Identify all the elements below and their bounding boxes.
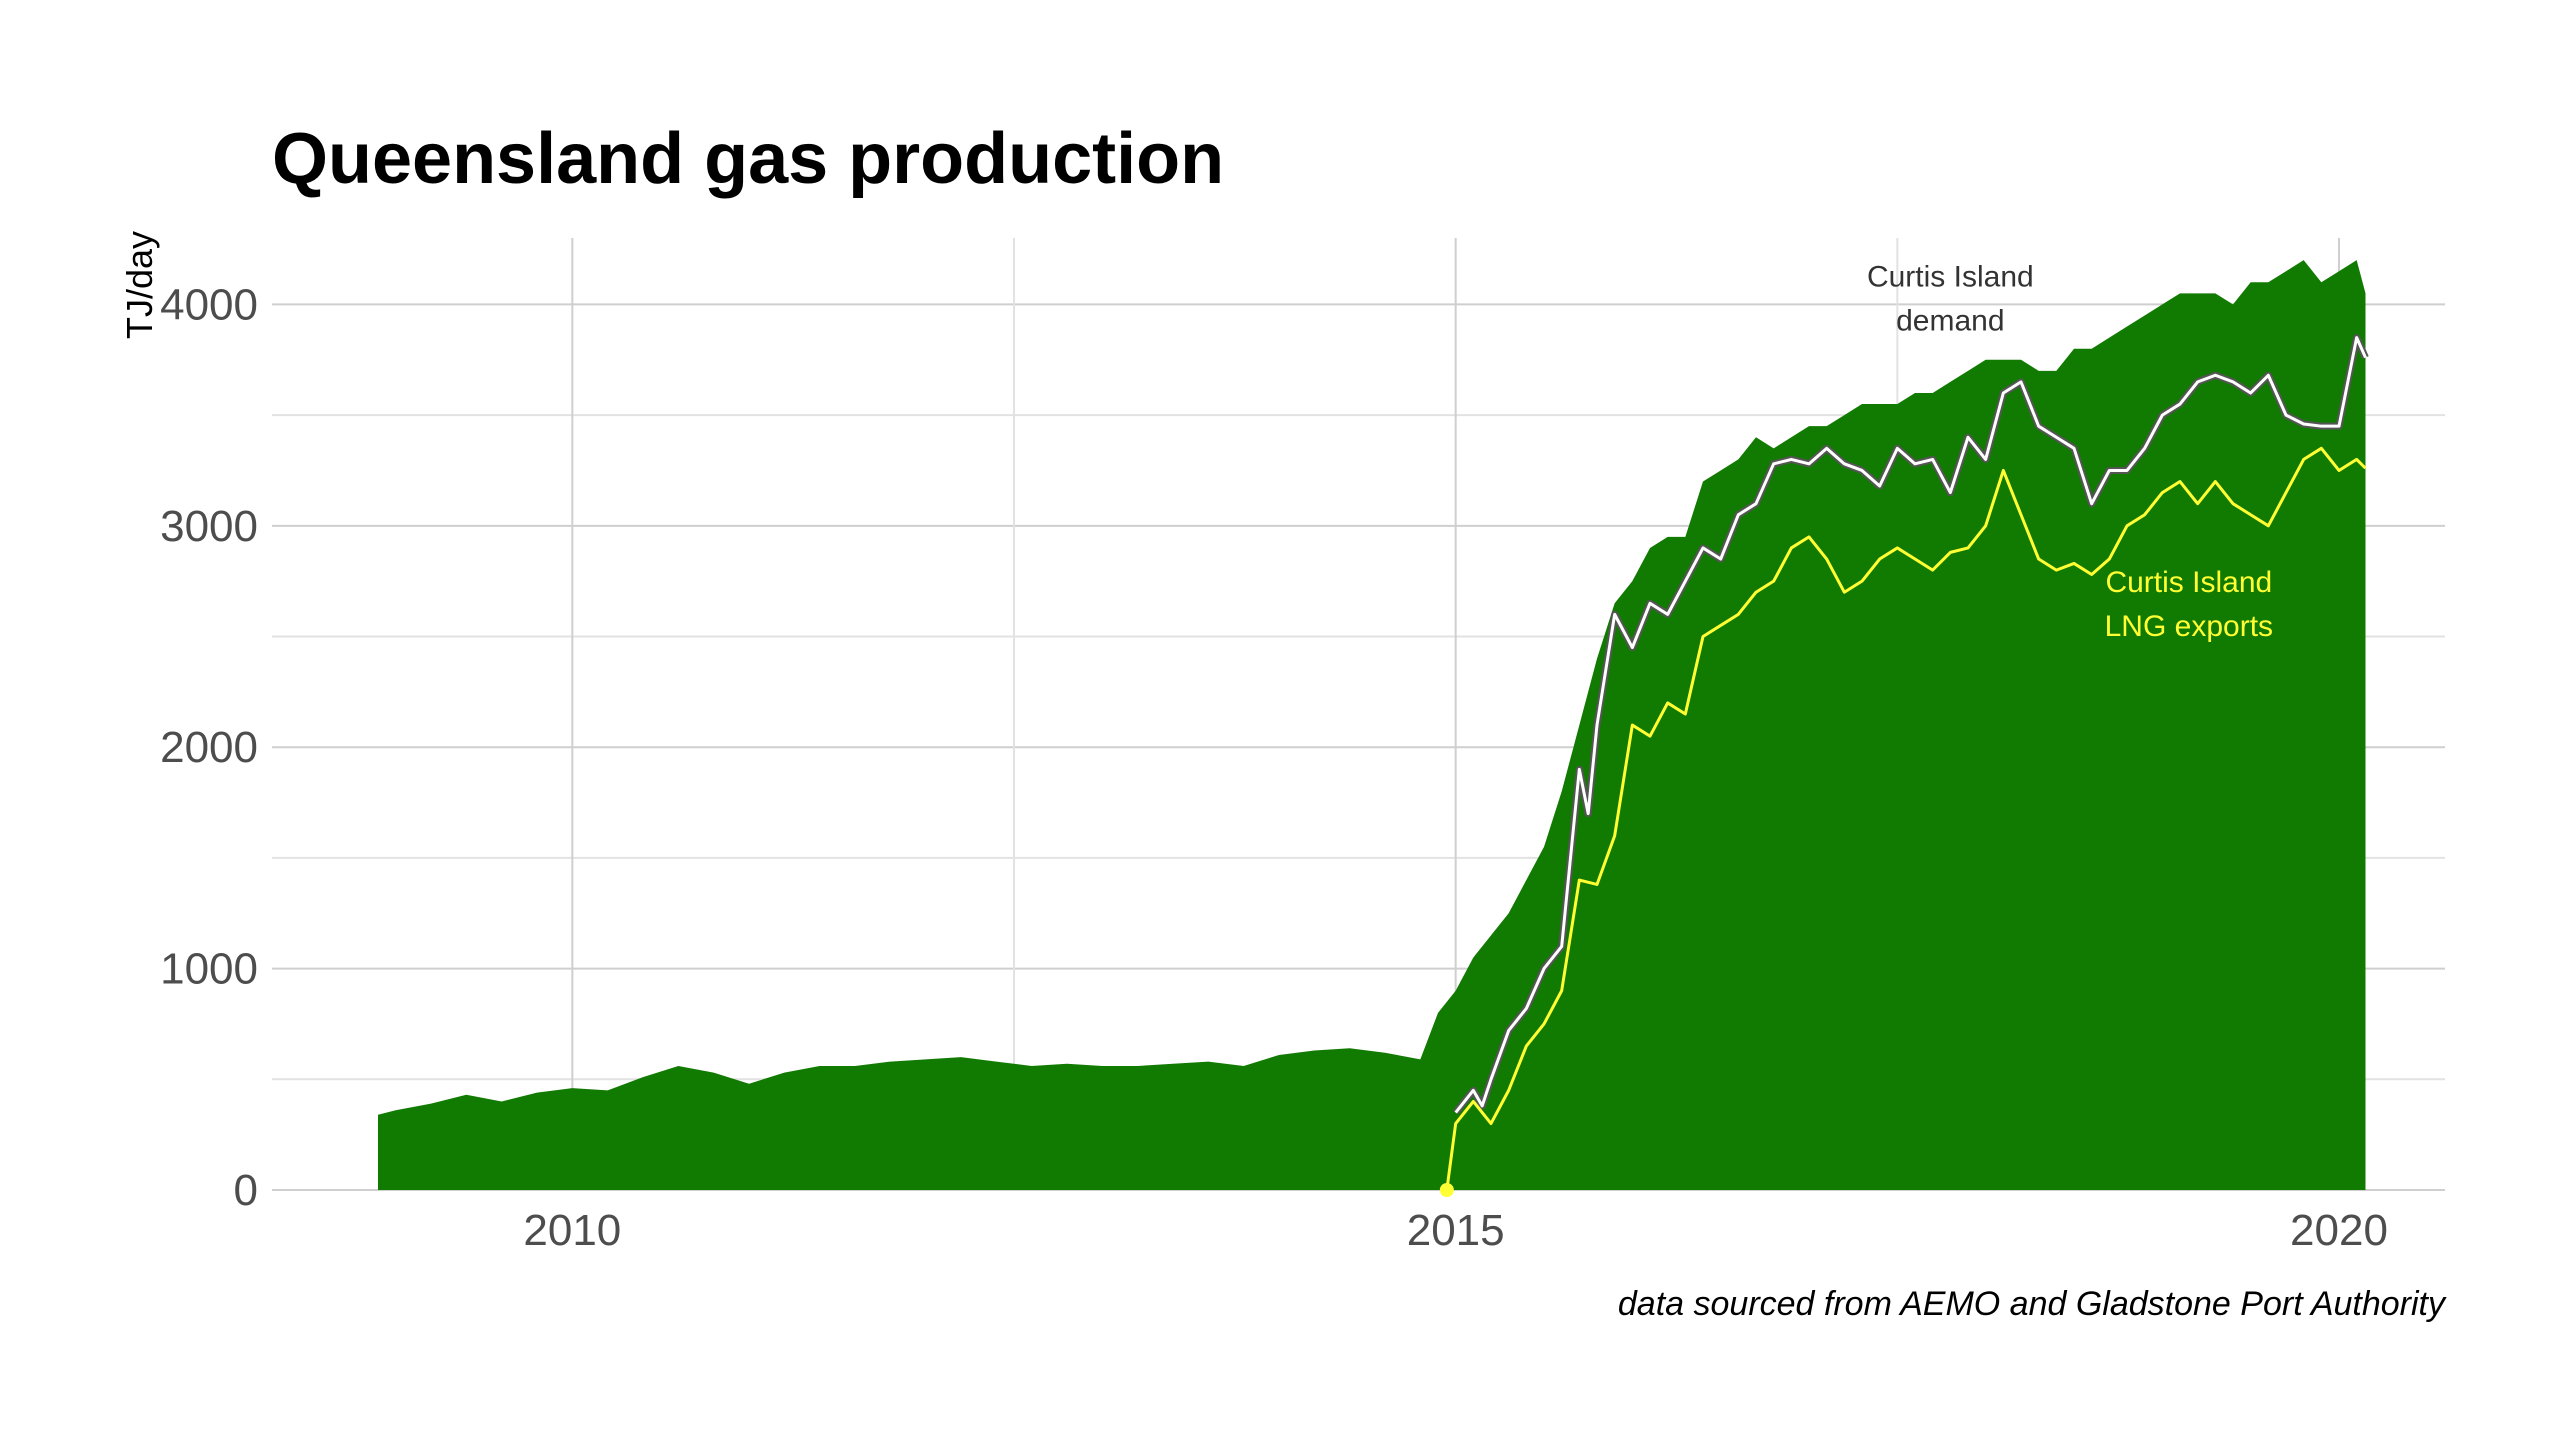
- y-tick-label: 4000: [160, 280, 258, 329]
- exports-line: [1445, 446, 2367, 1191]
- annotation-label: Curtis Island LNG exports: [2105, 566, 2273, 643]
- x-tick-label: 2015: [1407, 1206, 1505, 1255]
- y-tick-label: 2000: [160, 723, 258, 772]
- y-axis-ticks: 0 1000 2000 3000 4000: [160, 280, 258, 1215]
- x-tick-label: 2020: [2290, 1206, 2388, 1255]
- y-axis-label: TJ/day: [119, 231, 160, 339]
- source-caption: data sourced from AEMO and Gladstone Por…: [1618, 1285, 2447, 1323]
- x-axis-ticks: 2010 2015 2020: [523, 1206, 2388, 1255]
- demand-line: [1454, 336, 2367, 1114]
- annotations: Curtis Island demand Curtis Island LNG expo…: [1867, 261, 2273, 644]
- annotation-label: Curtis Island demand: [1867, 261, 2034, 338]
- chart-title: Queensland gas production: [272, 119, 1224, 199]
- exports-start-point: [1439, 1183, 1454, 1197]
- x-tick-label: 2010: [523, 1206, 621, 1255]
- production-area: [378, 260, 2366, 1190]
- y-tick-label: 0: [234, 1166, 258, 1215]
- y-tick-label: 3000: [160, 502, 258, 551]
- y-tick-label: 1000: [160, 945, 258, 994]
